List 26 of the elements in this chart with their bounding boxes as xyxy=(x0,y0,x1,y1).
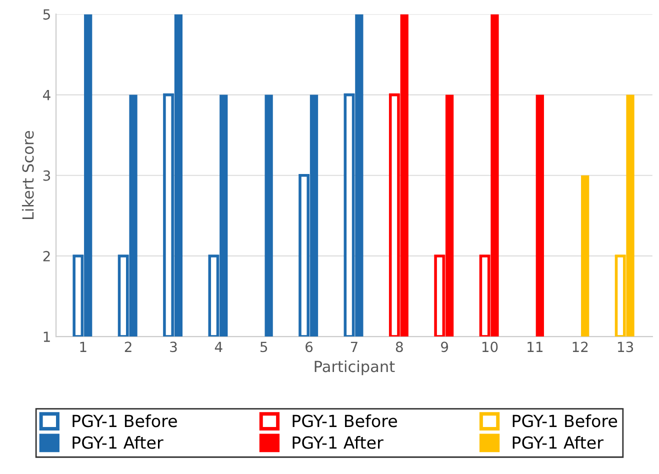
x-tick-label: 7 xyxy=(350,342,358,352)
legend-label: PGY-1 After xyxy=(72,436,164,449)
y-tick-label: 3 xyxy=(43,170,50,181)
x-tick-label: 3 xyxy=(170,342,177,352)
y-tick-label: 2 xyxy=(43,250,50,262)
y-tick-label: 4 xyxy=(42,90,50,100)
y-tick-label: 1 xyxy=(44,332,50,342)
x-tick-label: 8 xyxy=(396,342,403,352)
y-tick-label: 5 xyxy=(43,9,50,20)
x-tick-label: 10 xyxy=(482,342,498,352)
x-tick-label: 5 xyxy=(260,342,268,352)
x-tick-label: 2 xyxy=(124,342,132,352)
legend-label: PGY-1 Before xyxy=(72,414,177,428)
x-tick-label: 6 xyxy=(306,342,313,352)
y-axis-title: Likert Score xyxy=(22,131,34,220)
x-tick-label: 12 xyxy=(572,342,588,352)
legend-label: PGY-1 After xyxy=(292,436,384,449)
x-tick-label: 9 xyxy=(441,342,448,352)
legend-label: PGY-1 Before xyxy=(512,414,618,428)
legend-label: PGY-1 Before xyxy=(292,414,397,428)
x-tick-label: 13 xyxy=(618,342,634,352)
x-axis-title: Participant xyxy=(314,360,395,376)
x-tick-label: 4 xyxy=(214,342,222,352)
x-tick-label: 11 xyxy=(528,342,542,352)
x-tick-label: 1 xyxy=(80,342,86,352)
legend-label: PGY-1 After xyxy=(512,436,604,449)
